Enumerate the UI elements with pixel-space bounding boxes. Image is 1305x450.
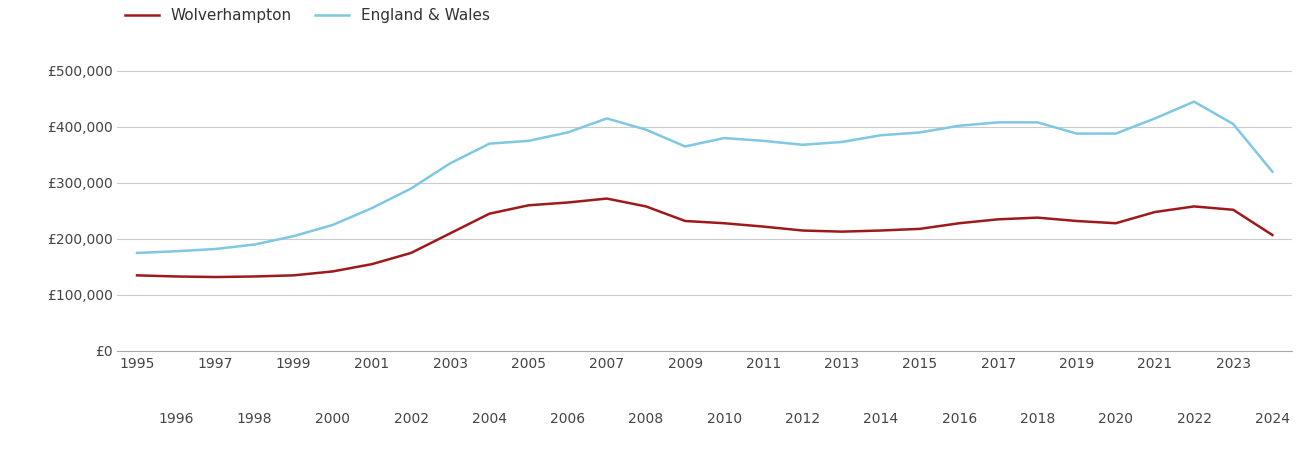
England & Wales (1225, 122, 1241, 127)
Wolverhampton (1069, 218, 1084, 224)
Text: 2012: 2012 (786, 412, 820, 426)
Wolverhampton (1147, 209, 1163, 215)
England & Wales (873, 133, 889, 138)
Wolverhampton (677, 218, 693, 224)
England & Wales (129, 250, 145, 256)
Text: 1998: 1998 (236, 412, 273, 426)
Text: 2008: 2008 (629, 412, 663, 426)
England & Wales (1030, 120, 1045, 125)
Text: 2002: 2002 (394, 412, 428, 426)
England & Wales (834, 140, 850, 145)
Wolverhampton (168, 274, 184, 279)
England & Wales (207, 246, 223, 252)
England & Wales (1069, 131, 1084, 136)
Legend: Wolverhampton, England & Wales: Wolverhampton, England & Wales (125, 8, 489, 23)
Text: 1996: 1996 (158, 412, 194, 426)
Text: 2010: 2010 (707, 412, 741, 426)
Wolverhampton (756, 224, 771, 230)
Wolverhampton (716, 220, 732, 226)
Wolverhampton (325, 269, 341, 274)
England & Wales (1186, 99, 1202, 104)
Wolverhampton (482, 211, 497, 216)
Wolverhampton (1225, 207, 1241, 212)
England & Wales (716, 135, 732, 141)
Text: 2020: 2020 (1099, 412, 1133, 426)
Wolverhampton (951, 220, 967, 226)
Wolverhampton (286, 273, 301, 278)
Text: 2022: 2022 (1177, 412, 1211, 426)
England & Wales (599, 116, 615, 121)
England & Wales (442, 161, 458, 166)
Wolverhampton (521, 202, 536, 208)
Wolverhampton (442, 230, 458, 236)
Wolverhampton (1030, 215, 1045, 220)
Wolverhampton (599, 196, 615, 201)
England & Wales (638, 127, 654, 132)
Wolverhampton (207, 274, 223, 280)
Text: 2000: 2000 (316, 412, 350, 426)
Text: 2006: 2006 (551, 412, 585, 426)
Wolverhampton (912, 226, 928, 232)
Text: 2024: 2024 (1255, 412, 1289, 426)
England & Wales (482, 141, 497, 146)
England & Wales (756, 138, 771, 144)
England & Wales (521, 138, 536, 144)
England & Wales (403, 186, 419, 191)
Wolverhampton (834, 229, 850, 234)
England & Wales (795, 142, 810, 148)
England & Wales (990, 120, 1006, 125)
England & Wales (1265, 169, 1280, 175)
Text: 2018: 2018 (1019, 412, 1056, 426)
Wolverhampton (1186, 204, 1202, 209)
Wolverhampton (795, 228, 810, 233)
Line: England & Wales: England & Wales (137, 102, 1272, 253)
England & Wales (1108, 131, 1124, 136)
England & Wales (677, 144, 693, 149)
England & Wales (951, 123, 967, 128)
Wolverhampton (129, 273, 145, 278)
Wolverhampton (560, 200, 576, 205)
Wolverhampton (364, 261, 380, 267)
Wolverhampton (638, 204, 654, 209)
England & Wales (560, 130, 576, 135)
Wolverhampton (990, 216, 1006, 222)
Line: Wolverhampton: Wolverhampton (137, 198, 1272, 277)
England & Wales (325, 222, 341, 228)
Wolverhampton (247, 274, 262, 279)
Wolverhampton (873, 228, 889, 233)
England & Wales (286, 234, 301, 239)
Text: 2004: 2004 (472, 412, 506, 426)
England & Wales (247, 242, 262, 247)
Text: 2016: 2016 (941, 412, 977, 426)
Wolverhampton (403, 250, 419, 256)
Wolverhampton (1108, 220, 1124, 226)
England & Wales (364, 205, 380, 211)
England & Wales (912, 130, 928, 135)
England & Wales (168, 248, 184, 254)
England & Wales (1147, 116, 1163, 121)
Wolverhampton (1265, 232, 1280, 238)
Text: 2014: 2014 (864, 412, 898, 426)
